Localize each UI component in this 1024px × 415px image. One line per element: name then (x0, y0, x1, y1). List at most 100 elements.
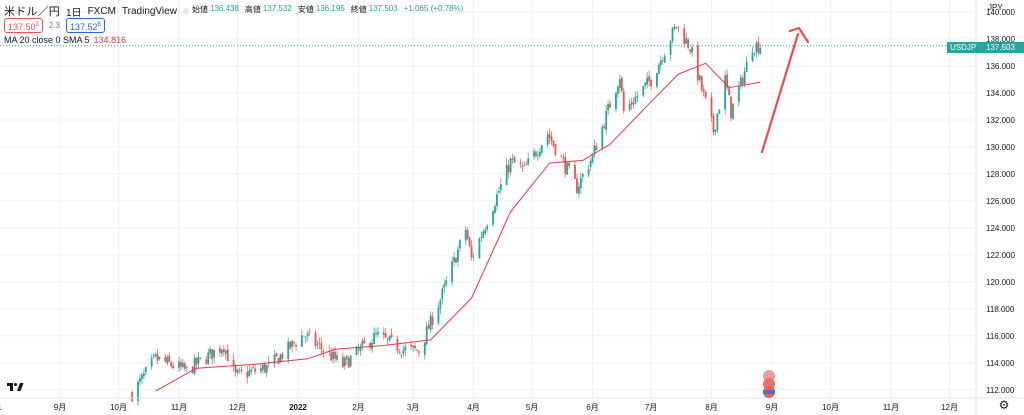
candle-body (579, 177, 582, 189)
candle-body (609, 103, 611, 108)
buy-button[interactable]: 137.526 (66, 18, 105, 33)
candle-body (628, 104, 631, 110)
candle-body (546, 134, 549, 145)
candle-body (499, 184, 502, 191)
tradingview-logo-icon[interactable] (6, 381, 24, 393)
candle-body (232, 359, 235, 366)
candle-body (427, 324, 430, 329)
price-tag-value: 137.503 (986, 43, 1015, 52)
indicator-legend[interactable]: MA 20 close 0 SMA 5 134.816 (4, 35, 126, 45)
candle-body (152, 355, 155, 357)
candle-body (683, 28, 686, 44)
candle-body (751, 52, 754, 62)
candle-body (595, 145, 598, 151)
candle-body (144, 367, 147, 373)
candle-body (574, 165, 576, 179)
candle-body (669, 41, 672, 56)
close-label: 終値 (350, 5, 367, 14)
time-tick-label: 10月 (822, 403, 839, 412)
event-flags-icon[interactable] (757, 369, 781, 399)
candle-body (540, 145, 543, 153)
candle-body (414, 345, 416, 349)
candle-body (698, 75, 701, 80)
candle-body (753, 53, 756, 54)
candle-body (172, 366, 175, 369)
candle-body (279, 354, 282, 363)
symbol-name[interactable]: 米ドル／円 (4, 6, 60, 18)
sell-button[interactable]: 137.503 (4, 18, 43, 33)
candle-body (591, 153, 594, 163)
candle-body (659, 60, 662, 66)
candle-body (199, 357, 202, 359)
low-value: 136.195 (315, 4, 345, 13)
candle-body (525, 164, 528, 166)
candle-body (607, 104, 610, 111)
candlestick-series (131, 23, 762, 406)
candle-body (287, 341, 290, 360)
price-tick-label: 120.000 (986, 278, 1015, 287)
candle-body (334, 351, 336, 359)
candle-body (412, 345, 414, 348)
time-tick-label: 5月 (526, 403, 538, 412)
chart-settings-gear-icon[interactable]: ⚙ (998, 398, 1010, 412)
candle-body (336, 355, 338, 360)
candle-body (222, 349, 225, 352)
candle-body (577, 186, 580, 194)
open-value: 136.438 (210, 4, 239, 13)
candle-body (533, 151, 535, 157)
time-tick-label: 2022 (289, 403, 307, 412)
bid-price: 137.50 (8, 22, 36, 32)
candle-body (384, 333, 387, 338)
candle-body (492, 211, 494, 225)
candle-body (281, 353, 284, 359)
candle-body (185, 366, 188, 368)
candle-body (644, 82, 647, 86)
candle-body (277, 357, 280, 365)
candle-body (757, 41, 760, 53)
candle-body (685, 38, 688, 44)
candle-body (472, 256, 475, 258)
candle-body (236, 370, 239, 373)
price-tick-label: 124.000 (986, 224, 1015, 233)
chart-header: 米ドル／円 1日 FXCM TradingView (4, 3, 193, 19)
candle-body (650, 80, 652, 87)
exchange: FXCM (87, 5, 116, 17)
candle-body (601, 126, 604, 150)
candle-body (451, 261, 453, 282)
candle-body (343, 357, 346, 366)
currency-label: JPY (988, 3, 1003, 12)
price-tick-label: 114.000 (986, 359, 1015, 368)
time-tick-label: 12月 (941, 403, 958, 412)
candle-body (250, 369, 253, 372)
candle-body (677, 26, 680, 28)
time-tick-label: 12月 (229, 403, 246, 412)
candle-body (359, 346, 362, 352)
bid-price-pip: 3 (35, 22, 39, 28)
candle-body (398, 351, 401, 353)
candle-body (468, 237, 471, 247)
candle-body (416, 349, 418, 351)
price-tick-label: 126.000 (986, 197, 1015, 206)
candle-body (357, 348, 360, 350)
candle-body (388, 335, 391, 341)
candle-body (260, 368, 262, 372)
candle-body (464, 229, 467, 241)
candle-body (302, 335, 305, 337)
candle-body (615, 92, 617, 110)
high-value: 137.532 (262, 4, 292, 13)
candle-body (716, 113, 719, 130)
chart-grid (0, 0, 976, 398)
candle-body (252, 367, 255, 369)
candle-body (710, 96, 713, 117)
candle-body (560, 155, 563, 157)
interval[interactable]: 1日 (66, 7, 82, 19)
candle-body (193, 358, 196, 375)
candle-body (513, 156, 516, 163)
candle-body (616, 86, 619, 94)
candle-body (322, 351, 325, 353)
candle-body (673, 26, 676, 29)
time-tick-label: 8月 (705, 403, 717, 412)
candle-body (246, 371, 249, 378)
price-tick-label: 136.000 (986, 62, 1015, 71)
